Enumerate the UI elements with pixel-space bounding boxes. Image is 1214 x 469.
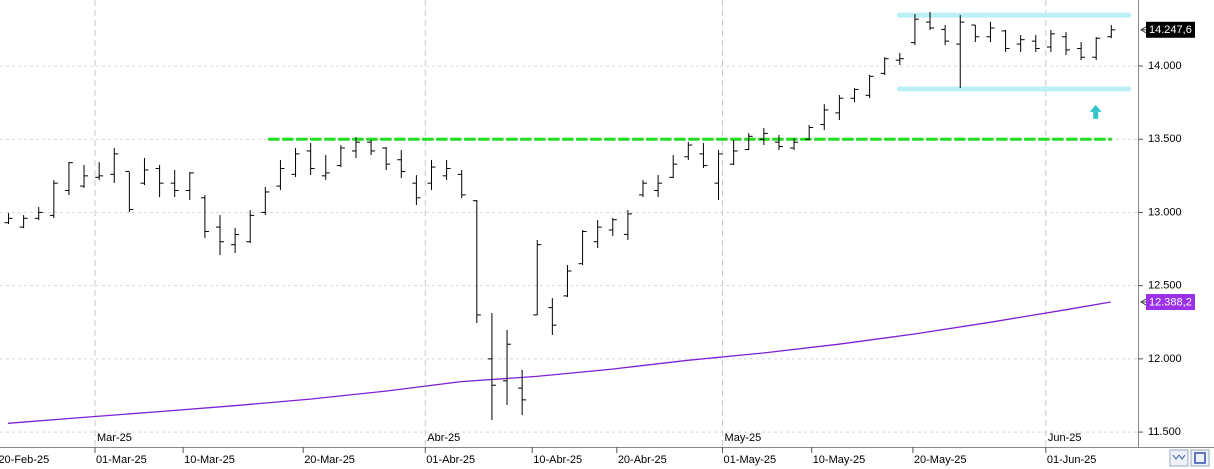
x-tick-label: 01-May-25 xyxy=(724,454,777,466)
month-label: Mar-25 xyxy=(97,432,132,444)
x-tick-label: 10-May-25 xyxy=(813,454,866,466)
arrow xyxy=(1089,104,1102,119)
x-tick-label: 01-Jun-25 xyxy=(1047,454,1097,466)
x-tick-label: 20-Feb-25 xyxy=(0,454,49,466)
y-tick-label: 14.000 xyxy=(1148,60,1182,72)
moving-average xyxy=(7,301,1111,424)
x-tick-label: 20-May-25 xyxy=(914,454,967,466)
x-tick-label: 10-Abr-25 xyxy=(533,454,582,466)
month-label: Abr-25 xyxy=(427,432,460,444)
month-label: May-25 xyxy=(725,432,762,444)
y-tick-label: 11.500 xyxy=(1148,426,1181,438)
price-label: 14.247,6 xyxy=(1149,24,1192,36)
zoom-icon xyxy=(1172,454,1186,460)
y-tick-label: 13.000 xyxy=(1148,206,1182,218)
price-label: 12.388,2 xyxy=(1149,296,1192,308)
y-tick-label: 12.500 xyxy=(1148,280,1182,292)
save-icon xyxy=(1194,452,1206,464)
toolbar xyxy=(1169,449,1210,467)
price-label-box xyxy=(1146,294,1195,311)
y-tick-label: 13.500 xyxy=(1148,133,1182,145)
x-tick-label: 01-Abr-25 xyxy=(426,454,475,466)
x-tick-label: 20-Abr-25 xyxy=(618,454,667,466)
zoom-button[interactable] xyxy=(1169,449,1189,467)
x-tick-label: 10-Mar-25 xyxy=(184,454,235,466)
x-tick-label: 20-Mar-25 xyxy=(304,454,355,466)
price-label-box xyxy=(1146,21,1195,38)
x-tick-label: 01-Mar-25 xyxy=(96,454,147,466)
y-tick-label: 12.000 xyxy=(1148,353,1182,365)
month-label: Jun-25 xyxy=(1048,432,1082,444)
